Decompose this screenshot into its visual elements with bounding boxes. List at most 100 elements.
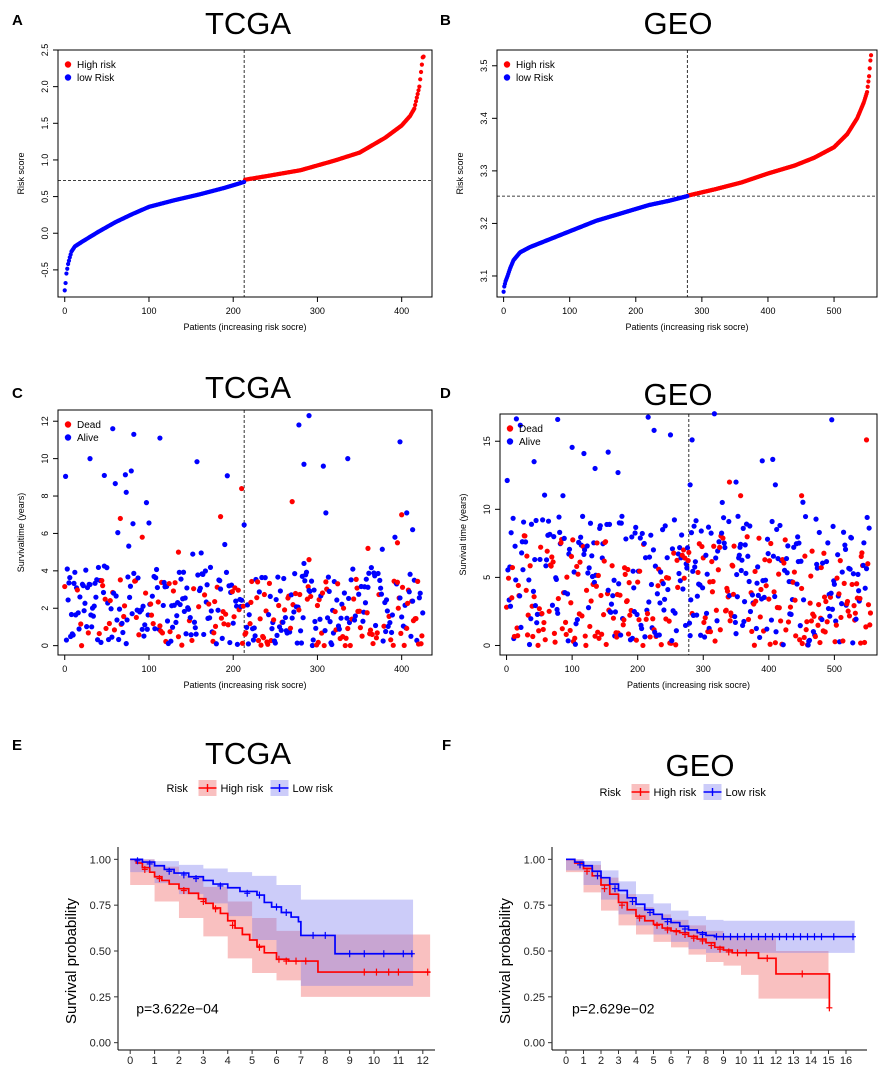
x-tick-label: 300	[694, 306, 709, 316]
data-point-alive	[265, 612, 272, 618]
data-point-dead	[787, 604, 794, 610]
data-point-alive	[747, 523, 753, 529]
data-point-alive	[769, 518, 775, 525]
chart-title: GEO	[666, 748, 735, 783]
x-tick-label: 400	[394, 306, 409, 316]
data-point-alive	[813, 516, 819, 522]
data-point-alive	[629, 534, 635, 540]
data-point-dead	[231, 614, 237, 620]
data-point-dead	[155, 599, 161, 605]
data-point-dead	[625, 566, 631, 573]
x-tick-label: 5	[650, 1055, 656, 1067]
data-point-dead	[340, 605, 347, 611]
data-point-alive	[350, 566, 356, 572]
data-point-dead	[766, 558, 773, 564]
data-point-dead	[624, 598, 630, 604]
data-point-dead	[240, 603, 246, 609]
y-axis-label: Survivaltime (years)	[16, 493, 26, 573]
legend-title: Risk	[167, 783, 189, 795]
data-point-alive	[698, 528, 704, 534]
data-point-dead	[791, 569, 797, 575]
x-tick-label: 4	[633, 1055, 639, 1067]
data-point-dead	[395, 605, 401, 611]
data-point-dead	[793, 633, 799, 639]
data-point-alive	[761, 594, 767, 600]
data-point-alive	[825, 540, 831, 546]
data-point-alive	[77, 594, 83, 600]
data-point-dead	[587, 623, 593, 630]
data-point-alive	[178, 576, 184, 582]
data-point-alive	[323, 510, 329, 516]
data-point-dead	[212, 598, 218, 605]
legend-marker	[506, 438, 514, 445]
data-point-dead	[175, 549, 182, 555]
data-point-alive	[341, 590, 347, 596]
data-point-dead	[351, 596, 357, 602]
data-point-alive	[534, 620, 540, 626]
data-point-dead	[306, 557, 312, 563]
x-tick-label: 1	[580, 1055, 586, 1067]
y-tick-label: 2.0	[40, 80, 50, 93]
data-point-alive	[545, 518, 552, 524]
data-point-alive	[528, 616, 534, 622]
data-point-alive	[129, 611, 135, 617]
data-point-alive	[694, 593, 700, 599]
data-point-alive	[677, 578, 683, 584]
data-point-alive	[176, 569, 182, 575]
data-point-alive	[306, 413, 312, 419]
x-tick-label: 12	[417, 1055, 429, 1067]
data-point-alive	[161, 579, 167, 586]
data-point-alive	[68, 611, 75, 618]
data-point-alive	[597, 523, 603, 529]
data-point-alive	[130, 521, 136, 527]
data-point-alive	[679, 532, 685, 538]
data-point-dead	[359, 633, 365, 639]
data-point-alive	[699, 585, 706, 591]
data-point-dead	[633, 637, 639, 643]
y-tick-label: 6	[40, 531, 50, 536]
data-point-alive	[219, 635, 225, 641]
data-point-dead	[399, 512, 405, 518]
data-point-dead	[815, 622, 821, 628]
data-point-alive	[114, 617, 120, 623]
data-point	[415, 91, 420, 97]
data-point-alive	[406, 589, 412, 595]
data-point-alive	[611, 577, 617, 583]
x-tick-label: 500	[827, 664, 842, 674]
data-point-alive	[183, 631, 189, 637]
data-point-dead	[179, 642, 185, 648]
data-point-alive	[530, 588, 537, 594]
data-point-alive	[317, 616, 323, 622]
data-point-alive	[329, 641, 335, 648]
legend-label: Low risk	[726, 787, 767, 799]
y-tick-label: 4	[40, 568, 50, 573]
data-point-alive	[512, 543, 518, 549]
data-point-alive	[387, 620, 393, 626]
data-point-alive	[736, 552, 742, 558]
y-axis: 0.00 0.25 0.50 0.75 1.00	[524, 854, 552, 1050]
data-point-alive	[743, 570, 749, 576]
data-point-dead	[685, 558, 691, 564]
data-point-alive	[540, 517, 546, 523]
data-point-dead	[617, 592, 623, 598]
x-tick-label: 8	[322, 1055, 328, 1067]
data-point-dead	[121, 603, 128, 609]
data-point-alive	[416, 595, 422, 601]
legend-label: Alive	[519, 437, 541, 448]
data-point-dead	[509, 595, 515, 601]
data-point-alive	[551, 534, 557, 540]
data-point-dead	[413, 616, 419, 622]
data-point-dead	[574, 563, 580, 570]
data-point-alive	[397, 595, 403, 601]
data-point-alive	[764, 536, 771, 542]
y-tick-label: 0.25	[524, 992, 545, 1004]
data-point-alive	[362, 600, 369, 606]
data-point-dead	[503, 604, 510, 610]
data-point-alive	[560, 493, 566, 499]
data-point-dead	[211, 630, 217, 636]
data-point-alive	[278, 627, 284, 633]
data-point-dead	[260, 635, 267, 641]
data-point-alive	[651, 427, 657, 433]
